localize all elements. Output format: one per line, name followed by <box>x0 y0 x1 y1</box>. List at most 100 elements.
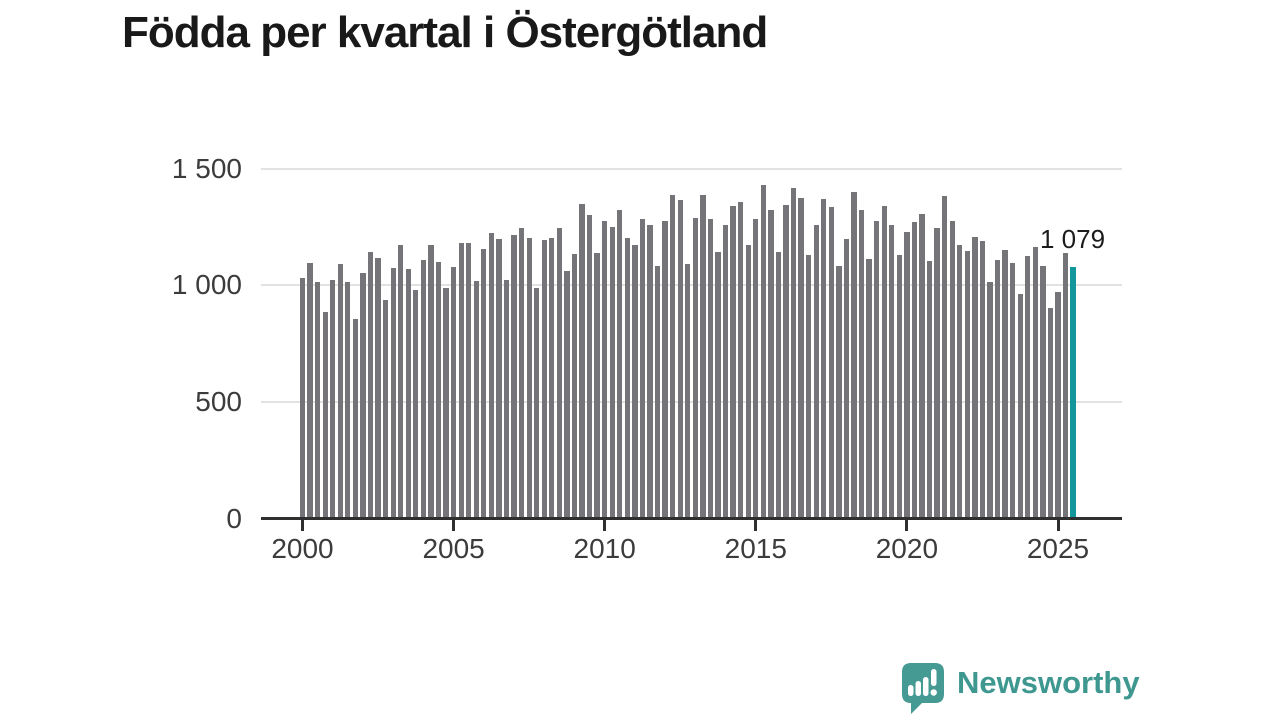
bar <box>405 268 411 519</box>
x-axis-tick <box>603 520 607 531</box>
bar <box>775 251 782 519</box>
highlight-value-label: 1 079 <box>1040 224 1106 254</box>
bar <box>473 281 479 519</box>
bar <box>602 221 608 519</box>
bar <box>556 228 563 519</box>
bar <box>503 280 510 519</box>
bar <box>813 224 819 519</box>
bar <box>790 187 797 519</box>
x-axis-tick-label: 2010 <box>573 533 636 564</box>
bar <box>617 210 623 519</box>
bar <box>896 255 902 519</box>
bar <box>390 267 396 519</box>
bar <box>420 260 427 519</box>
bar <box>715 251 721 519</box>
bar <box>518 227 525 519</box>
x-axis-tick-label: 2025 <box>1026 533 1090 564</box>
gridline <box>261 284 1122 287</box>
bar <box>972 236 978 519</box>
bar <box>541 240 547 519</box>
bar <box>783 205 789 519</box>
gridline <box>261 400 1122 403</box>
bar <box>1062 253 1069 519</box>
bar <box>609 226 615 519</box>
bar <box>987 281 993 519</box>
x-axis-tick-label: 2000 <box>271 533 334 564</box>
bar <box>753 219 759 519</box>
x-axis-tick <box>905 520 909 531</box>
bar <box>549 238 555 519</box>
bar <box>1025 255 1031 519</box>
bar <box>594 253 600 519</box>
bar <box>730 205 736 519</box>
bar <box>428 244 434 519</box>
bar <box>881 205 887 519</box>
bar <box>722 225 729 519</box>
bar <box>670 195 676 519</box>
bar <box>352 318 359 519</box>
bar <box>768 210 774 519</box>
bar <box>1047 307 1054 519</box>
bar <box>942 196 948 519</box>
x-axis-tick <box>301 520 304 531</box>
bar <box>866 258 872 519</box>
bar <box>382 300 389 519</box>
bar <box>367 251 374 519</box>
newsworthy-logo-text: Newsworthy <box>957 665 1140 700</box>
bar <box>330 280 336 519</box>
bar <box>586 215 593 519</box>
bar <box>639 218 646 519</box>
bar <box>322 311 328 519</box>
y-axis-tick-label: 1 500 <box>171 152 242 184</box>
bar <box>654 265 661 519</box>
bar <box>458 242 464 519</box>
bar <box>511 234 517 519</box>
bar <box>874 221 880 519</box>
bar <box>375 257 381 519</box>
bar <box>647 224 653 519</box>
bar <box>564 271 570 519</box>
bar <box>435 261 442 519</box>
bar <box>738 201 744 519</box>
bar <box>299 278 306 519</box>
bar <box>934 228 940 519</box>
bar <box>836 265 842 519</box>
bar <box>579 203 585 519</box>
bar <box>798 197 804 519</box>
y-axis-tick-label: 500 <box>195 385 242 417</box>
bar <box>337 264 343 519</box>
bar <box>1032 246 1038 519</box>
bar <box>911 222 918 519</box>
bar <box>413 289 419 519</box>
bar <box>1010 262 1016 519</box>
bar <box>700 195 706 519</box>
y-axis-tick-label: 0 <box>226 502 242 534</box>
bar <box>821 199 827 519</box>
bar <box>488 232 495 519</box>
bar <box>1017 293 1023 519</box>
bar <box>843 238 850 519</box>
bar <box>1002 250 1008 519</box>
bar <box>904 232 910 519</box>
bar <box>828 206 834 519</box>
bar <box>964 251 970 519</box>
bar <box>919 213 925 519</box>
x-axis-tick-label: 2015 <box>724 533 787 564</box>
newsworthy-logo: Newsworthy <box>901 662 1140 720</box>
newsworthy-logo-icon <box>901 662 945 720</box>
bar <box>979 241 986 519</box>
bar <box>450 266 457 519</box>
bar <box>851 191 857 519</box>
bar <box>398 245 404 519</box>
bar <box>707 219 714 519</box>
bar <box>949 221 955 519</box>
bar <box>307 263 313 519</box>
bar <box>443 288 449 519</box>
bar <box>858 210 865 519</box>
gridline <box>261 167 1122 170</box>
bar <box>345 281 351 519</box>
x-axis-tick <box>452 520 456 531</box>
chart-title: Födda per kvartal i Östergötland <box>122 8 768 57</box>
x-axis-line <box>261 517 1122 520</box>
